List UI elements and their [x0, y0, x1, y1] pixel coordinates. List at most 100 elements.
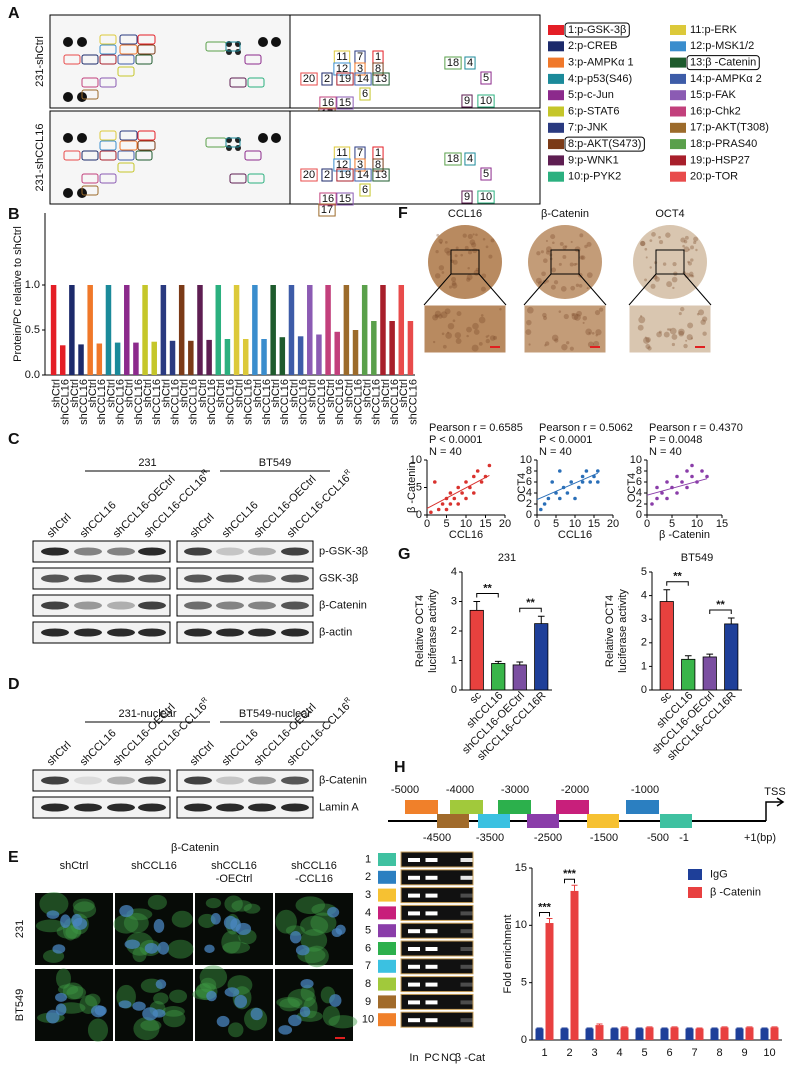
spot-box [63, 54, 81, 65]
gel-swatch [378, 995, 396, 1009]
tissue-texture [488, 254, 493, 259]
bar [114, 342, 121, 375]
y-tick-label: 4 [641, 590, 647, 602]
y-tick-label: 2 [526, 498, 532, 510]
tissue-texture [455, 338, 462, 344]
spot-label-box [318, 203, 336, 217]
band [281, 776, 309, 785]
column-label: shCtrl [60, 860, 89, 872]
spot-label: 14 [357, 73, 369, 85]
band [184, 574, 212, 583]
legend-label: 10:p-PYK2 [568, 171, 621, 183]
y-tick-label: 8 [636, 465, 642, 477]
x-tick-label: shCtrl [380, 379, 392, 408]
gel-lane-label: 5 [365, 925, 371, 937]
bar [325, 285, 331, 375]
x-tick-label: shCtrl [270, 379, 282, 408]
tissue-texture [639, 315, 643, 318]
band [107, 628, 135, 637]
tissue-texture [668, 328, 672, 331]
x-tick-label: shCCL16 [243, 379, 255, 425]
spot-label: 18 [447, 153, 459, 165]
band [41, 628, 69, 637]
tissue-texture [698, 309, 705, 316]
lane-label: shCtrl [188, 511, 217, 540]
lane-text: shCtrl [188, 511, 217, 540]
bar [160, 285, 167, 375]
point [665, 496, 669, 501]
tissue-texture [586, 287, 589, 290]
tissue-texture [658, 240, 664, 245]
legend-swatch [548, 155, 564, 166]
y-tick-label: 3 [451, 595, 457, 607]
x-tick-label: shCCL16 [407, 379, 419, 425]
zoom-image [423, 304, 507, 354]
band [107, 574, 135, 583]
nucleus [210, 913, 221, 925]
y-tick-label: 6 [526, 476, 532, 488]
tissue-texture [528, 343, 531, 346]
point [444, 507, 449, 512]
x-axis-label: CCL16 [449, 529, 483, 541]
bar [124, 285, 130, 375]
point [573, 496, 577, 501]
tissue-texture [672, 261, 677, 267]
spot-label: 19 [339, 73, 351, 85]
spot-label-box [300, 168, 318, 182]
spot-box [117, 66, 135, 77]
spot-box [244, 150, 262, 161]
bar [242, 339, 249, 375]
y-tick-label: 0 [641, 684, 647, 696]
y-tick-label: 4 [636, 487, 642, 499]
spot-label: 7 [357, 147, 363, 159]
nucleus [327, 907, 340, 918]
position-label: -3500 [476, 832, 504, 844]
tissue-texture [536, 251, 541, 256]
tissue-texture [553, 280, 559, 285]
tissue-texture [472, 322, 479, 330]
error-bar [586, 1027, 593, 1029]
column-label: CCL16 [448, 208, 482, 220]
gel-lane-label: 7 [365, 960, 371, 972]
gel-band [408, 911, 420, 916]
gel-band [408, 964, 420, 969]
cell-green [133, 1017, 160, 1041]
cell-green [300, 984, 315, 1002]
tissue-texture [683, 239, 688, 244]
bar [78, 344, 84, 375]
blot-frame [49, 110, 291, 205]
band-label: β-actin [319, 626, 352, 638]
zoom-line [578, 273, 607, 306]
tissue-texture [552, 241, 555, 245]
spot-label-box [333, 62, 351, 76]
tissue-texture [475, 267, 480, 272]
cell-green [162, 1006, 185, 1017]
micrograph [35, 893, 113, 965]
position-label: -5000 [391, 784, 419, 796]
spot-box [229, 77, 247, 88]
tissue-texture [689, 274, 693, 278]
nucleus [55, 992, 67, 1002]
significance-label: ** [716, 599, 725, 611]
x-tick-label: shCtrl [50, 379, 62, 408]
cell-green [228, 1022, 244, 1038]
x-tick-label: shCCL16 [60, 379, 72, 425]
band [216, 574, 244, 583]
point [433, 480, 437, 484]
nucleus [300, 978, 314, 989]
blot-strip [176, 769, 314, 792]
x-tick-label: 5 [641, 1047, 647, 1059]
gel-band [460, 1000, 473, 1005]
gel-lane-label: 6 [365, 942, 371, 954]
gel-lane-label: 10 [362, 1014, 374, 1026]
tissue-texture [473, 329, 480, 335]
ref-dot [77, 37, 87, 47]
tissue-texture [647, 346, 652, 351]
tissue-texture [564, 245, 568, 248]
position-label: -3000 [501, 784, 529, 796]
legend-swatch [670, 41, 686, 52]
legend-swatch [670, 73, 686, 84]
gel-band [460, 1018, 473, 1023]
nucleus [46, 1009, 60, 1024]
